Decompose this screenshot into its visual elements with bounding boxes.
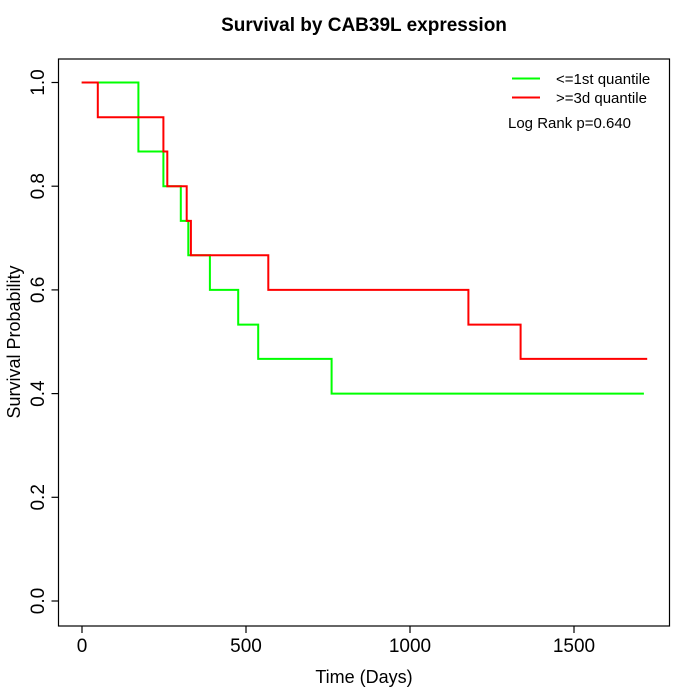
x-tick-label-500: 500 [230, 636, 262, 657]
curves-layer [81, 81, 648, 395]
y-axis-ticks [51, 81, 59, 602]
y-tick-label-0.2: 0.2 [28, 484, 49, 510]
legend: <=1st quantile >=3d quantile Log Rank p=… [508, 71, 650, 132]
y-tick-label-0.6: 0.6 [28, 277, 49, 303]
legend-label-high-expression: >=3d quantile [556, 90, 647, 107]
plot-title: Survival by CAB39L expression [221, 15, 507, 36]
x-axis-label: Time (Days) [315, 667, 412, 687]
km-curve-high-expression [81, 81, 648, 360]
x-axis-ticks [81, 626, 575, 633]
legend-label-low-expression: <=1st quantile [556, 71, 650, 88]
y-tick-label-0.0: 0.0 [28, 588, 49, 614]
y-tick-label-1.0: 1.0 [28, 69, 49, 95]
y-axis-label: Survival Probability [4, 265, 24, 418]
x-tick-label-1000: 1000 [389, 636, 431, 657]
y-tick-label-0.4: 0.4 [28, 380, 49, 407]
x-tick-label-1500: 1500 [553, 636, 595, 657]
log-rank-p-value: Log Rank p=0.640 [508, 115, 631, 132]
x-tick-label-0: 0 [77, 636, 88, 657]
plot-box [57, 58, 671, 627]
y-tick-label-0.8: 0.8 [28, 173, 49, 199]
